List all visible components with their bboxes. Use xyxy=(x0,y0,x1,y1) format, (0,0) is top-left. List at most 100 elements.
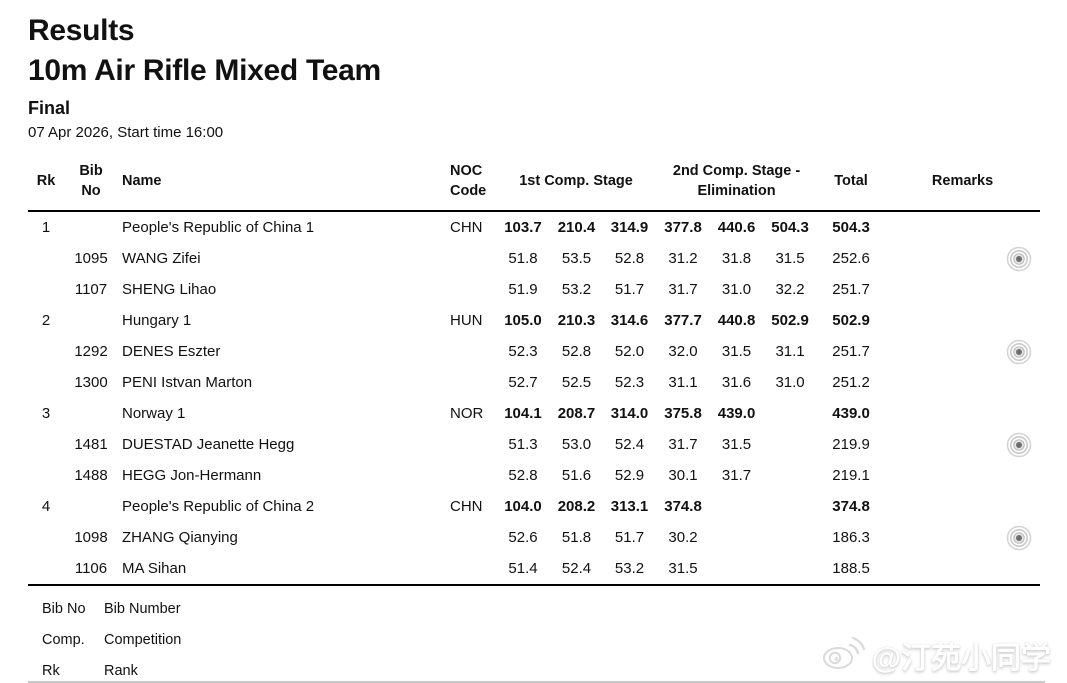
score-cell: 52.3 xyxy=(508,343,538,361)
remarks-cell xyxy=(885,367,1040,398)
score-cell: 314.9 xyxy=(610,219,649,237)
score-cell: 374.8 xyxy=(664,498,702,516)
score-cell: 51.9 xyxy=(508,281,538,299)
score-cell: 30.1 xyxy=(668,467,698,485)
noc-cell: CHN xyxy=(450,498,483,516)
rank-cell xyxy=(28,460,64,491)
rank-cell: 2 xyxy=(41,312,51,330)
name-cell: DUESTAD Jeanette Hegg xyxy=(122,436,295,454)
score-cell: 31.5 xyxy=(721,343,752,361)
remarks-cell xyxy=(885,460,1040,491)
total-cell: 188.5 xyxy=(832,560,870,578)
rank-cell xyxy=(28,274,64,305)
page-title: Results xyxy=(28,14,135,47)
total-cell: 251.2 xyxy=(832,374,870,392)
results-tbody: 1 People's Republic of China 1 CHN 103.7 210… xyxy=(28,211,1041,586)
score-cell: 31.5 xyxy=(775,250,805,268)
score-cell xyxy=(763,522,817,553)
score-cell: 31.7 xyxy=(668,436,698,454)
score-cell: 104.0 xyxy=(504,498,542,516)
remarks-cell xyxy=(885,398,1040,429)
member-row: 1095 WANG Zifei 51.8 53.5 52.8 31.2 31.8 31.5 25… xyxy=(28,243,1040,274)
total-cell: 186.3 xyxy=(832,529,870,547)
score-cell: 51.3 xyxy=(508,436,538,454)
score-cell: 52.7 xyxy=(508,374,538,392)
remarks-cell xyxy=(885,336,1040,367)
score-cell: 32.0 xyxy=(668,343,698,361)
member-row: 1488 HEGG Jon-Hermann 52.8 51.6 52.9 30.1 31.7… xyxy=(28,460,1040,491)
score-cell: 31.6 xyxy=(721,374,752,392)
remarks-cell xyxy=(885,211,1040,243)
score-cell: 31.5 xyxy=(721,436,752,454)
score-cell: 53.2 xyxy=(614,560,645,578)
score-cell: 504.3 xyxy=(771,219,809,237)
remarks-cell xyxy=(885,553,1040,585)
col-header-total: Total xyxy=(817,154,886,213)
legend-full: Rank xyxy=(104,663,138,680)
bib-cell: 1292 xyxy=(74,343,108,361)
noc-cell xyxy=(450,553,496,585)
score-cell: 53.5 xyxy=(561,250,592,268)
bib-cell: 1300 xyxy=(74,374,108,392)
score-cell: 31.7 xyxy=(668,281,698,299)
rank-cell: 4 xyxy=(41,498,51,516)
total-cell: 502.9 xyxy=(832,312,870,330)
name-cell: DENES Eszter xyxy=(122,343,221,361)
rank-cell xyxy=(28,243,64,274)
bib-cell: 1106 xyxy=(74,560,108,578)
bib-cell: 1107 xyxy=(74,281,108,299)
col-header-name: Name xyxy=(118,154,450,213)
results-table: Rk Bib No Name NOC Code 1st Comp. Stage … xyxy=(28,154,1041,586)
score-cell: 502.9 xyxy=(771,312,809,330)
score-cell xyxy=(710,491,763,522)
total-cell: 252.6 xyxy=(832,250,870,268)
score-cell xyxy=(710,553,763,585)
remarks-cell xyxy=(885,243,1040,274)
score-cell: 52.8 xyxy=(614,250,645,268)
name-cell: HEGG Jon-Hermann xyxy=(122,467,262,485)
col-header-stage1: 1st Comp. Stage xyxy=(496,154,657,213)
score-cell: 52.5 xyxy=(561,374,592,392)
noc-cell: CHN xyxy=(450,219,483,237)
legend-item: Comp. Competition xyxy=(42,630,1040,651)
schedule-label: 07 Apr 2026, Start time 16:00 xyxy=(28,124,224,141)
noc-cell xyxy=(450,274,496,305)
score-cell: 31.0 xyxy=(721,281,752,299)
score-cell: 52.8 xyxy=(508,467,538,485)
name-cell: ZHANG Qianying xyxy=(122,529,238,547)
score-cell: 31.1 xyxy=(668,374,698,392)
total-cell: 504.3 xyxy=(832,219,870,237)
score-cell: 31.0 xyxy=(775,374,805,392)
noc-cell xyxy=(450,522,496,553)
score-cell xyxy=(763,553,817,585)
total-cell: 374.8 xyxy=(832,498,870,516)
bib-cell xyxy=(64,491,118,522)
name-cell: People's Republic of China 1 xyxy=(122,219,315,237)
noc-cell: HUN xyxy=(450,312,483,330)
score-cell: 51.8 xyxy=(561,529,592,547)
score-cell: 208.7 xyxy=(557,405,596,423)
remarks-cell xyxy=(885,491,1040,522)
bib-cell xyxy=(64,398,118,429)
event-title: 10m Air Rifle Mixed Team xyxy=(28,54,381,87)
score-cell: 53.0 xyxy=(561,436,592,454)
team-row: 4 People's Republic of China 2 CHN 104.0 208… xyxy=(28,491,1040,522)
score-cell: 52.4 xyxy=(561,560,592,578)
watermark-text: @汀苑小同学 xyxy=(871,642,1051,675)
score-cell: 51.4 xyxy=(508,560,538,578)
score-cell: 104.1 xyxy=(504,405,542,423)
score-cell: 314.0 xyxy=(610,405,649,423)
col-header-stage2: 2nd Comp. Stage - Elimination xyxy=(656,154,818,213)
legend-full: Bib Number xyxy=(104,601,181,618)
team-row: 2 Hungary 1 HUN 105.0 210.3 314.6 377.7 440.8 50… xyxy=(28,305,1040,336)
score-cell: 51.7 xyxy=(614,529,645,547)
bib-cell: 1488 xyxy=(74,467,108,485)
target-icon xyxy=(1006,246,1032,271)
noc-cell xyxy=(450,429,496,460)
score-cell: 31.7 xyxy=(721,467,752,485)
member-row: 1300 PENI Istvan Marton 52.7 52.5 52.3 31.1 31… xyxy=(28,367,1040,398)
noc-cell xyxy=(450,336,496,367)
legend-abbr: Rk xyxy=(42,663,60,680)
score-cell xyxy=(763,398,817,429)
